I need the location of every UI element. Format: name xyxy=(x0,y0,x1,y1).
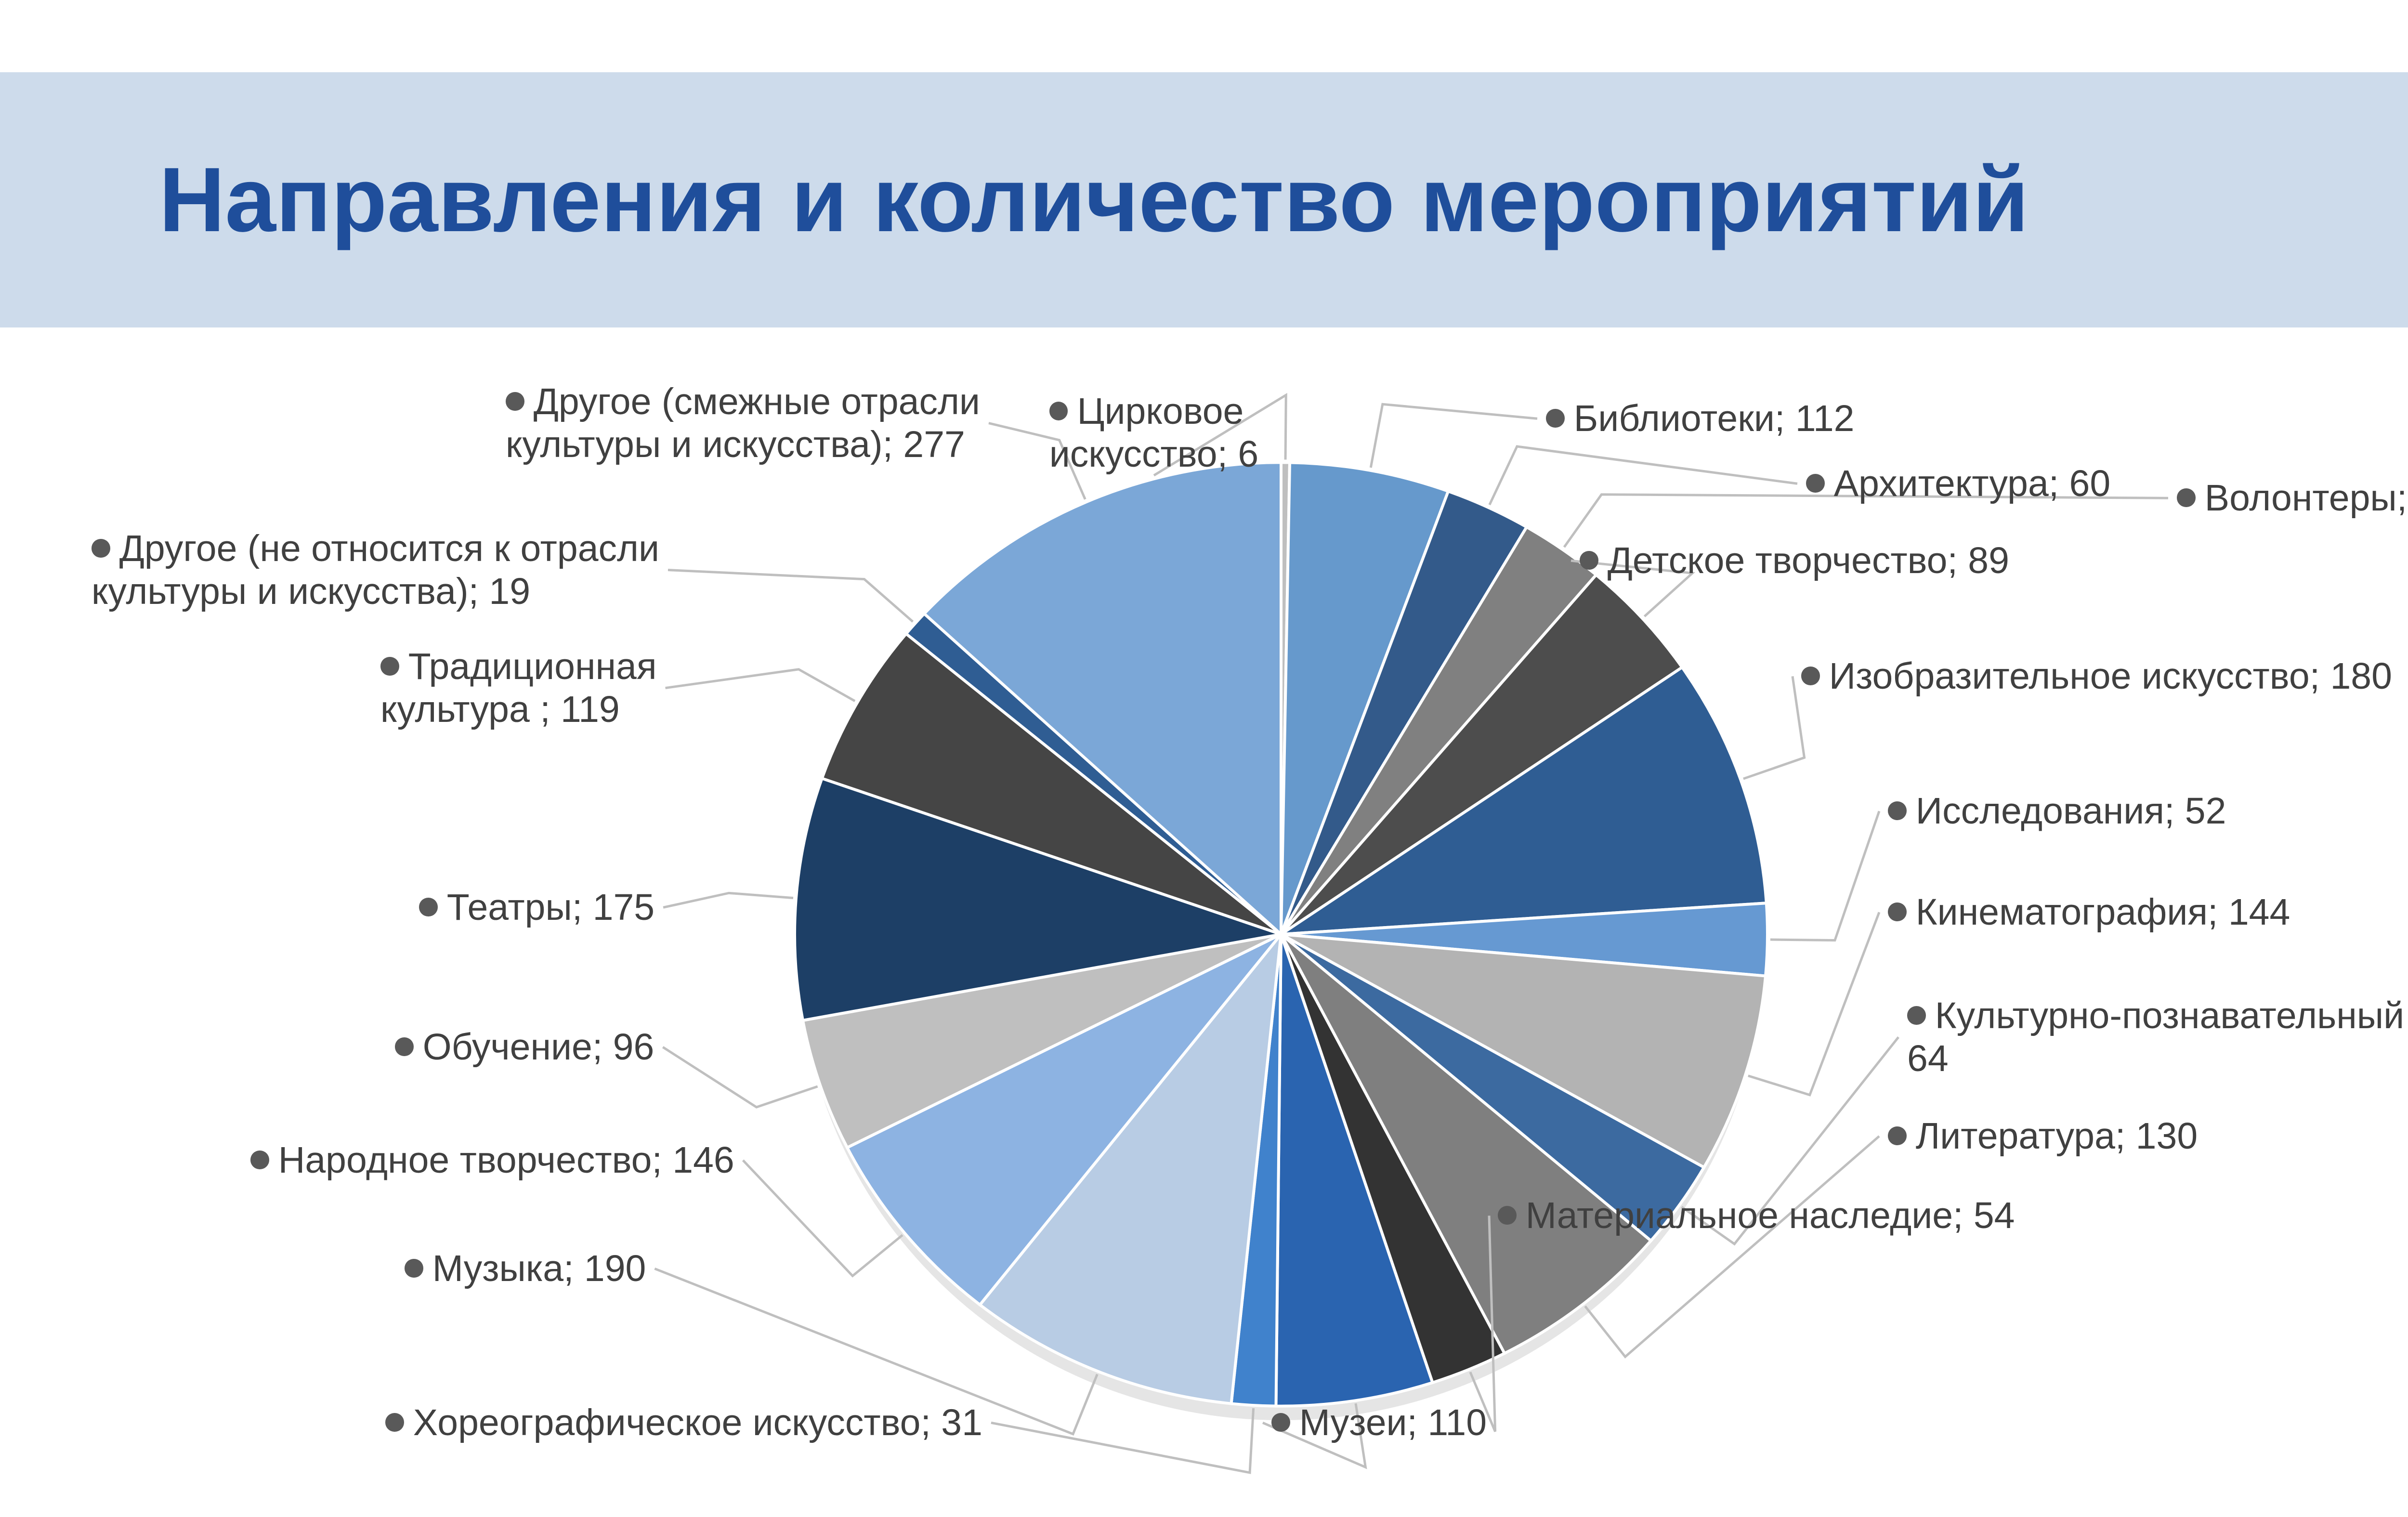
pie-label: Другое (не относится к отрасли культуры … xyxy=(92,527,659,613)
leader-line xyxy=(663,1047,817,1107)
pie-label: Архитектура; 60 xyxy=(1806,462,2110,505)
pie-label: Культурно-познавательный туризм; 64 xyxy=(1907,994,2408,1080)
pie-label: Другое (смежные отрасли культуры и искус… xyxy=(506,380,980,466)
pie-label: Хореографическое искусство; 31 xyxy=(385,1401,982,1444)
pie-chart: Цирковое искусство; 6 Библиотеки; 112 Архи… xyxy=(0,0,2408,1517)
pie-label: Музыка; 190 xyxy=(405,1247,646,1290)
leader-line xyxy=(668,570,913,622)
pie-label: Детское творчество; 89 xyxy=(1580,539,2009,582)
pie-label: Библиотеки; 112 xyxy=(1546,397,1854,440)
pie-label: Кинематография; 144 xyxy=(1888,891,2290,934)
pie-label: Музеи; 110 xyxy=(1271,1401,1487,1444)
pie-label: Изобразительное искусство; 180 xyxy=(1801,655,2392,698)
pie-label: Литература; 130 xyxy=(1888,1115,2198,1158)
pie-label: Материальное наследие; 54 xyxy=(1498,1194,2015,1237)
pie-label: Народное творчество; 146 xyxy=(250,1139,734,1182)
leader-line xyxy=(1743,676,1805,779)
leader-line xyxy=(663,893,793,907)
leader-line xyxy=(666,669,855,701)
pie-label: Волонтеры; 59 xyxy=(2177,477,2408,520)
pie-label: Театры; 175 xyxy=(419,886,654,929)
pie-svg xyxy=(0,0,2408,1517)
pie-label: Цирковое искусство; 6 xyxy=(1049,390,1258,475)
pie-label: Исследования; 52 xyxy=(1888,790,2226,833)
pie-label: Традиционная культура ; 119 xyxy=(380,645,657,731)
pie-label: Обучение; 96 xyxy=(395,1026,654,1069)
leader-line xyxy=(1770,811,1879,940)
